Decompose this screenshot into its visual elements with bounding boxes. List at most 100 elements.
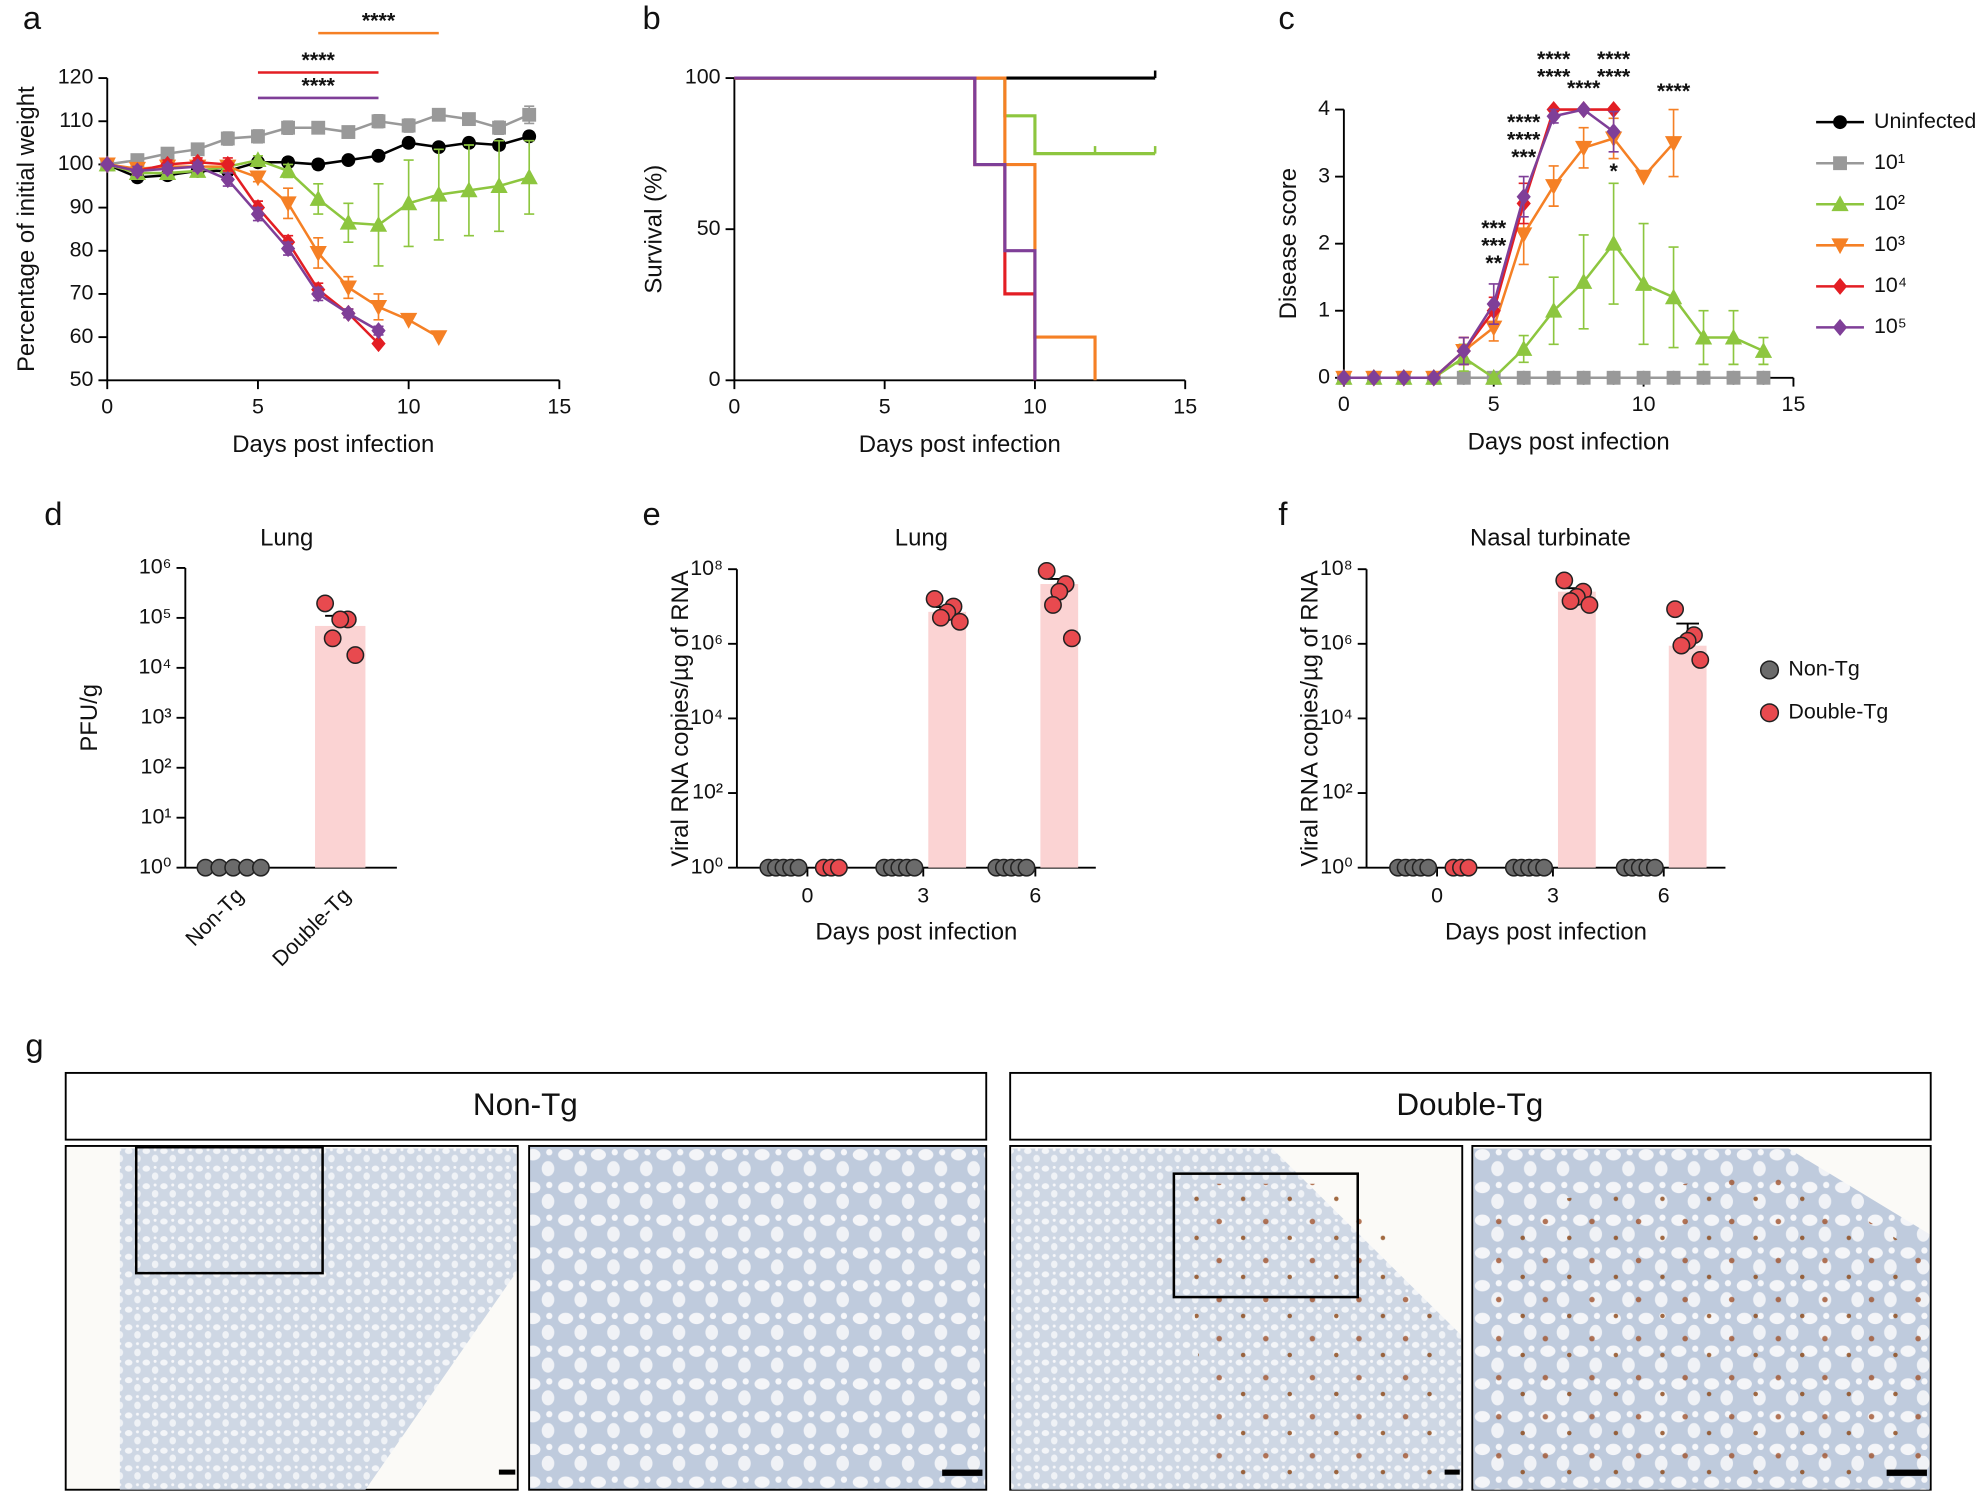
marker xyxy=(1485,368,1503,385)
bar xyxy=(1040,584,1079,868)
y-tick-label: 10⁰ xyxy=(691,854,723,878)
marker xyxy=(1576,370,1591,385)
scale-bar xyxy=(1886,1469,1927,1476)
bar xyxy=(1557,591,1596,868)
survival-line xyxy=(734,76,1097,381)
marker xyxy=(1576,101,1591,119)
y-tick-label: 10⁶ xyxy=(139,555,172,579)
y-tick-label: 3 xyxy=(1318,163,1330,187)
legend-label: 10³ xyxy=(1874,232,1905,256)
marker xyxy=(130,162,145,180)
y-tick-label: 10⁴ xyxy=(138,654,171,678)
marker xyxy=(341,125,356,139)
y-tick-label: 10² xyxy=(141,754,172,778)
y-tick-label: 1 xyxy=(1318,297,1330,321)
y-tick-label: 10² xyxy=(1322,780,1353,804)
chart-title: Lung xyxy=(260,524,313,551)
x-tick-label: Double-Tg xyxy=(268,883,356,971)
marker xyxy=(371,148,386,163)
tissue xyxy=(119,1148,517,1490)
data-point xyxy=(1419,858,1438,877)
legend-label: Double-Tg xyxy=(1788,699,1888,723)
marker xyxy=(401,118,416,133)
significance: **** xyxy=(1567,76,1601,100)
significance: **** xyxy=(1507,110,1541,134)
marker xyxy=(251,129,265,144)
significance: *** xyxy=(1481,233,1507,257)
data-point xyxy=(1459,858,1478,877)
significance: **** xyxy=(1537,65,1571,89)
data-point xyxy=(1561,592,1580,610)
marker xyxy=(1546,370,1561,385)
marker xyxy=(279,162,297,178)
marker xyxy=(1606,123,1621,141)
marker xyxy=(1833,156,1847,171)
y-axis-label: Disease score xyxy=(1275,168,1302,319)
marker xyxy=(339,280,357,297)
y-axis-label: Percentage of initial weight xyxy=(13,86,40,372)
marker xyxy=(1366,369,1381,387)
significance: *** xyxy=(1481,216,1507,240)
chart-title: Lung xyxy=(895,524,948,551)
y-tick-label: 10⁸ xyxy=(690,556,723,580)
marker xyxy=(311,157,326,172)
header-box xyxy=(64,1071,988,1141)
inset-box xyxy=(134,1145,324,1275)
marker xyxy=(1516,188,1531,206)
scale-bar xyxy=(498,1469,516,1475)
data-point xyxy=(1037,561,1056,580)
x-tick-label: 6 xyxy=(1658,883,1670,907)
marker xyxy=(461,112,476,127)
significance: **** xyxy=(1597,65,1631,89)
marker xyxy=(339,213,357,230)
data-point xyxy=(1580,596,1599,614)
y-tick-label: 120 xyxy=(58,65,94,89)
data-point xyxy=(331,610,350,629)
x-tick-label: 3 xyxy=(1547,883,1559,907)
marker xyxy=(430,330,448,347)
x-tick-label: Non-Tg xyxy=(181,883,248,950)
panel-letter: a xyxy=(23,0,42,36)
significance: **** xyxy=(1657,79,1691,103)
marker xyxy=(311,120,326,135)
data-point xyxy=(346,646,365,665)
x-tick-label: 15 xyxy=(1782,392,1806,416)
data-point xyxy=(1044,596,1062,614)
y-tick-label: 2 xyxy=(1318,230,1330,254)
x-tick-label: 0 xyxy=(1431,883,1443,907)
marker xyxy=(1456,370,1471,385)
marker xyxy=(341,153,356,168)
significance: ** xyxy=(1485,251,1502,275)
chart-title: Nasal turbinate xyxy=(1470,524,1631,551)
significance: * xyxy=(1609,159,1618,183)
y-tick-label: 10⁰ xyxy=(139,854,171,878)
data-point xyxy=(1666,600,1685,619)
marker xyxy=(371,335,386,353)
stain xyxy=(1479,1171,1930,1490)
marker xyxy=(190,158,205,176)
marker xyxy=(1545,301,1563,318)
marker xyxy=(309,246,327,262)
y-tick-label: 10² xyxy=(692,780,723,804)
panel-letter: g xyxy=(25,1026,43,1063)
marker xyxy=(280,240,296,258)
significance: **** xyxy=(1507,128,1541,152)
micrograph xyxy=(528,1145,988,1491)
marker xyxy=(309,190,327,206)
panel-g: g Non-Tg Double-Tg xyxy=(25,1026,1932,1491)
data-point xyxy=(931,608,950,627)
marker xyxy=(400,312,418,329)
header-box xyxy=(1009,1071,1932,1141)
survival-line xyxy=(734,76,1037,381)
significance: **** xyxy=(1537,47,1571,71)
marker xyxy=(1754,342,1773,358)
marker xyxy=(1575,273,1593,289)
data-point xyxy=(905,858,924,877)
marker xyxy=(249,151,267,168)
marker xyxy=(1832,318,1848,336)
x-tick-label: 0 xyxy=(728,395,740,419)
y-tick-label: 80 xyxy=(70,237,94,261)
marker xyxy=(400,194,418,211)
x-tick-label: 15 xyxy=(547,395,571,419)
